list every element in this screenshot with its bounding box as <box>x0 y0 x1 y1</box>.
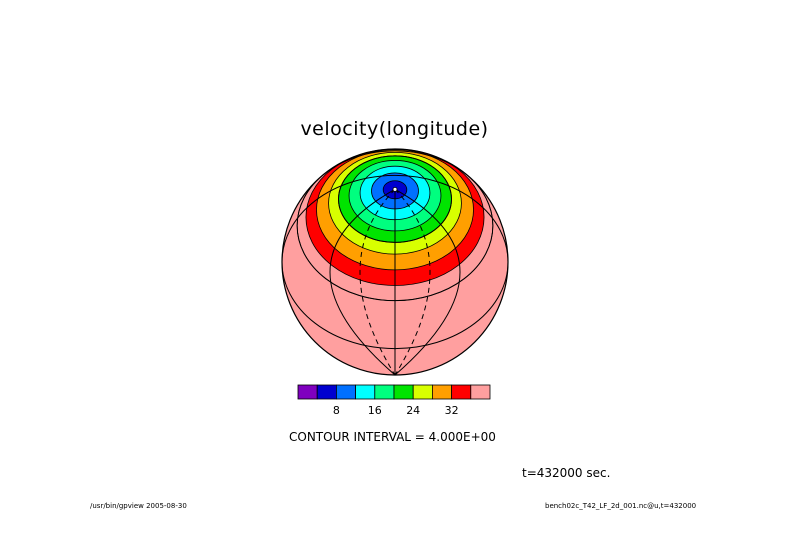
colorbar-tick-label: 24 <box>406 404 420 417</box>
colorbar-swatch <box>355 384 376 400</box>
globe-gridlines <box>282 150 508 375</box>
globe-outline <box>281 148 509 376</box>
contour-interval-label: CONTOUR INTERVAL = 4.000E+00 <box>289 430 496 444</box>
colorbar-tick-label: 32 <box>445 404 459 417</box>
meridian-line <box>329 188 396 375</box>
meridian-line <box>394 188 461 375</box>
colorbar-swatch <box>316 384 337 400</box>
meridian-line <box>359 189 396 375</box>
colorbar-swatch <box>470 384 491 400</box>
time-label: t=432000 sec. <box>522 466 611 480</box>
colorbar-swatch <box>393 384 414 400</box>
colorbar-swatch <box>297 384 318 400</box>
colorbar-tick-label: 8 <box>333 404 340 417</box>
globe-map <box>281 148 509 376</box>
colorbar-swatch <box>412 384 433 400</box>
colorbar-tick-label: 16 <box>368 404 382 417</box>
colorbar-legend: 8 16 24 32 <box>297 384 491 417</box>
footer-file-info: bench02c_T42_LF_2d_001.nc@u,t=432000 <box>545 502 697 510</box>
chart-title: velocity(longitude) <box>300 118 489 140</box>
footer-program-date: /usr/bin/gpview 2005-08-30 <box>90 502 187 510</box>
meridian-line <box>394 189 431 375</box>
colorbar-swatch <box>431 384 452 400</box>
colorbar-swatch <box>374 384 395 400</box>
pole-marker <box>392 186 398 192</box>
colorbar-swatch <box>336 384 357 400</box>
colorbar-swatch <box>451 384 472 400</box>
